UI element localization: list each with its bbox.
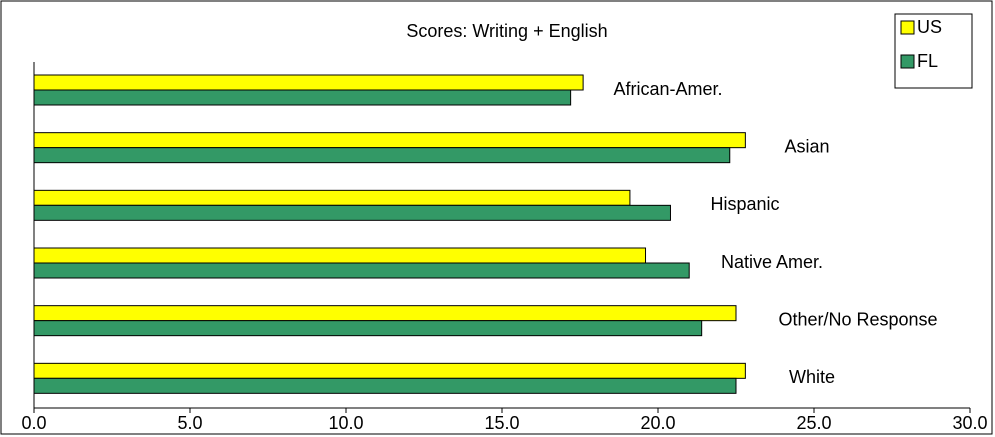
bar xyxy=(33,305,737,322)
category-label: White xyxy=(789,367,835,387)
legend-swatch xyxy=(900,20,915,35)
legend-label: US xyxy=(917,17,942,37)
bar xyxy=(33,147,731,164)
bar xyxy=(33,189,631,206)
x-tick-label: 15.0 xyxy=(484,413,519,433)
category-label: Native Amer. xyxy=(721,252,823,272)
x-tick-label: 25.0 xyxy=(796,413,831,433)
bar xyxy=(33,74,584,91)
chart-title: Scores: Writing + English xyxy=(406,21,607,41)
bar xyxy=(33,262,690,279)
bar xyxy=(33,320,703,337)
bar xyxy=(33,377,737,394)
category-label: African-Amer. xyxy=(613,79,722,99)
category-label: Other/No Response xyxy=(778,309,937,329)
category-label: Hispanic xyxy=(710,194,779,214)
x-tick-label: 5.0 xyxy=(177,413,202,433)
bar xyxy=(33,204,671,221)
x-tick-label: 30.0 xyxy=(952,413,987,433)
x-tick-label: 0.0 xyxy=(21,413,46,433)
bar xyxy=(33,89,572,106)
legend-label: FL xyxy=(917,51,938,71)
bar xyxy=(33,247,647,264)
category-label: Asian xyxy=(784,136,829,156)
x-tick-label: 10.0 xyxy=(328,413,363,433)
bar xyxy=(33,362,746,379)
x-tick-label: 20.0 xyxy=(640,413,675,433)
bar xyxy=(33,132,746,149)
legend-swatch xyxy=(900,54,915,69)
